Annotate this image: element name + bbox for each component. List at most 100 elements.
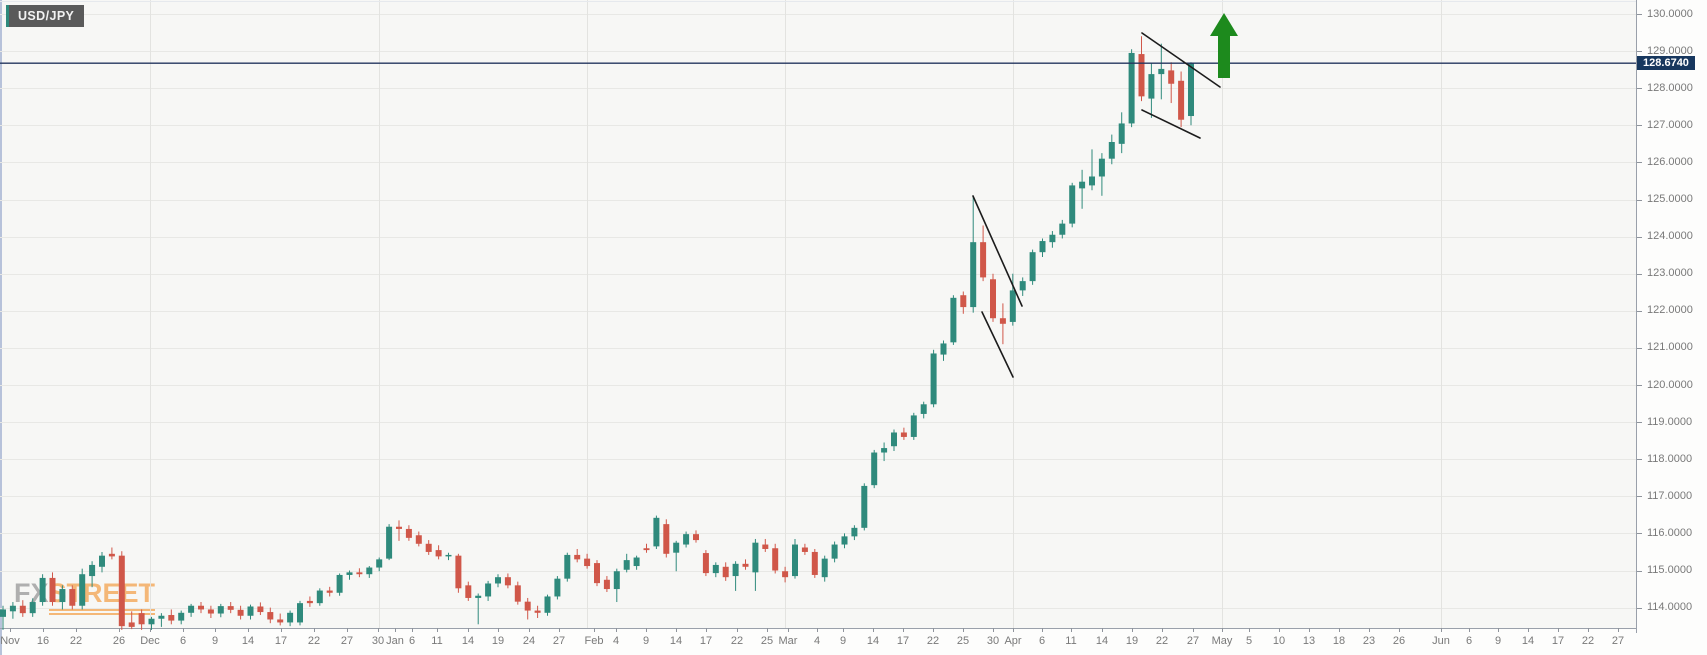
candle-dec-17: [267, 607, 274, 624]
candle-jan-28: [564, 552, 571, 582]
time-axis-label: May: [1211, 635, 1233, 647]
trendline-flag2-upper[interactable]: [1141, 32, 1221, 88]
price-axis-label: 118.0000: [1647, 452, 1693, 465]
candle-nov-26: [118, 551, 125, 630]
time-axis-label: 9: [211, 635, 219, 647]
candle-nov-16: [39, 574, 46, 606]
time-axis-label: 14: [1521, 635, 1535, 647]
candle-nov-11: [9, 602, 16, 619]
time-axis-label: 6: [408, 635, 416, 647]
watermark-street: STREET: [48, 578, 156, 615]
candle-feb-2: [594, 560, 600, 587]
candle-mar-29: [980, 225, 987, 282]
candle-dec-13: [227, 602, 234, 614]
candle-nov-10: [0, 605, 6, 630]
time-axis-label: 5: [1245, 635, 1253, 647]
time-axis-label: 14: [1095, 635, 1109, 647]
candle-nov-19: [69, 585, 76, 610]
up-arrow[interactable]: [1210, 13, 1238, 78]
time-axis-label: 17: [274, 635, 288, 647]
price-axis-label: 117.0000: [1647, 489, 1693, 502]
price-axis-label: 114.0000: [1647, 601, 1693, 614]
price-axis-label: 124.0000: [1647, 230, 1693, 243]
candle-dec-6: [178, 610, 185, 625]
time-axis-label: 9: [642, 635, 650, 647]
trendline-flag1-lower[interactable]: [981, 311, 1014, 378]
time-axis-label: 19: [1125, 635, 1139, 647]
time-axis-label: 16: [36, 635, 50, 647]
candle-mar-1: [782, 566, 789, 583]
candle-apr-14: [1098, 153, 1105, 196]
candle-apr-4: [1019, 277, 1026, 296]
candle-jan-10: [425, 540, 432, 555]
candle-dec-27: [326, 586, 333, 597]
time-axis-label: 14: [241, 635, 255, 647]
time-axis-label: 14: [461, 635, 475, 647]
candle-mar-3: [801, 543, 808, 555]
time-axis-label: Feb: [584, 635, 604, 647]
candle-apr-5: [1029, 249, 1036, 285]
candle-dec-2: [158, 613, 165, 627]
candle-dec-15: [247, 604, 254, 620]
price-axis-label: 128.0000: [1647, 81, 1693, 94]
time-axis-label: 6: [179, 635, 187, 647]
candle-jan-12: [445, 552, 452, 561]
time-axis-label: Mar: [778, 635, 798, 647]
candle-nov-24: [99, 551, 105, 573]
candle-mar-24: [950, 295, 957, 345]
candle-dec-8: [198, 602, 204, 614]
candle-jan-27: [554, 576, 561, 600]
price-axis-label: 122.0000: [1647, 304, 1693, 317]
candle-jan-11: [435, 545, 442, 560]
candle-apr-6: [1039, 238, 1046, 258]
candle-feb-23: [742, 559, 749, 570]
candle-dec-24: [316, 588, 323, 606]
candle-apr-12: [1079, 169, 1086, 209]
candle-apr-25: [1168, 62, 1175, 104]
time-axis-label: 4: [612, 635, 620, 647]
candle-apr-27: [1188, 62, 1194, 126]
time-axis-label: 25: [760, 635, 774, 647]
price-axis-label: 126.0000: [1647, 155, 1693, 168]
candle-feb-22: [732, 561, 739, 591]
window-left-edge: [0, 0, 2, 655]
candle-feb-9: [643, 543, 650, 553]
candle-mar-10: [851, 525, 858, 541]
trendline-flag1-upper[interactable]: [972, 195, 1023, 307]
candle-mar-22: [930, 349, 937, 408]
candle-mar-8: [831, 541, 838, 563]
time-axis-label: 25: [956, 635, 970, 647]
time-axis-label: 27: [1186, 635, 1200, 647]
price-axis-label: 125.0000: [1647, 193, 1693, 205]
time-axis-label: 17: [896, 635, 910, 647]
candle-apr-19: [1128, 49, 1135, 128]
price-axis-label: 119.0000: [1647, 415, 1693, 428]
time-axis-label: 14: [866, 635, 880, 647]
candle-apr-11: [1069, 182, 1076, 228]
price-axis-label: 121.0000: [1647, 341, 1693, 354]
candle-feb-24: [752, 538, 759, 591]
candle-jan-18: [485, 580, 492, 601]
time-axis-label: 24: [522, 635, 536, 647]
candle-mar-18: [910, 412, 917, 440]
candle-jan-21: [514, 581, 521, 605]
candle-jan-4: [386, 524, 393, 561]
candle-feb-14: [673, 540, 680, 572]
candle-feb-25: [762, 538, 769, 552]
candle-dec-7: [188, 603, 195, 617]
candle-apr-8: [1059, 219, 1066, 239]
candle-dec-28: [336, 573, 343, 596]
candle-dec-29: [346, 570, 353, 580]
candle-feb-8: [633, 555, 640, 570]
time-axis-label: Jan: [386, 635, 404, 647]
candle-dec-1: [148, 616, 155, 630]
candle-jan-3: [376, 557, 383, 572]
trendline-flag2-lower[interactable]: [1141, 109, 1201, 139]
time-axis-label: 22: [1581, 635, 1595, 647]
candle-dec-14: [237, 605, 244, 620]
time-axis-label: 22: [69, 635, 83, 647]
time-axis-label: 22: [926, 635, 940, 647]
time-axis-label: 27: [552, 635, 566, 647]
candle-mar-17: [900, 427, 907, 440]
